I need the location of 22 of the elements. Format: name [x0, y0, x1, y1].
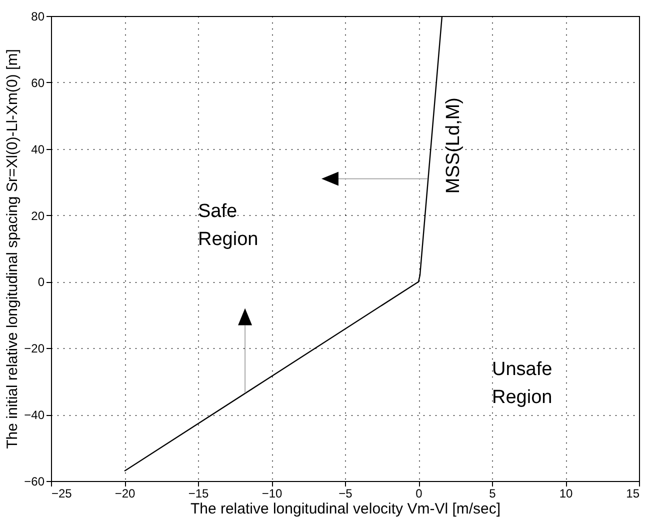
- y-tick-label: 0: [38, 275, 45, 290]
- x-tick-label: 0: [416, 486, 423, 500]
- annotation: Unsafe Region: [492, 359, 552, 408]
- y-tick-label: 20: [31, 208, 45, 223]
- x-tick-label: −20: [114, 486, 136, 500]
- x-axis-title: The relative longitudinal velocity Vm-Vl [m/sec]: [190, 500, 501, 518]
- x-tick-label: 10: [559, 486, 573, 500]
- y-tick-label: 40: [31, 142, 45, 156]
- text: MSS(Ld,M): [442, 97, 464, 194]
- x-tick-label: −25: [52, 486, 72, 500]
- y-tick-label: 60: [31, 76, 45, 90]
- x-tick-label: 15: [626, 486, 640, 500]
- x-tick-label: −10: [262, 486, 282, 500]
- annotation: Safe Region: [198, 201, 258, 250]
- x-tick-label: −15: [188, 486, 209, 500]
- y-tick-label: −40: [24, 408, 45, 422]
- y-axis-title: The initial relative longitudinal spacing Sr=Xl(0)-Ll-Xm(0) [m]: [4, 49, 22, 449]
- y-tick-label: 80: [31, 10, 45, 24]
- x-tick-label: 5: [489, 486, 496, 500]
- x-tick-label: −5: [338, 486, 353, 500]
- y-tick-label: −60: [24, 474, 45, 488]
- y-tick-label: −20: [24, 342, 45, 356]
